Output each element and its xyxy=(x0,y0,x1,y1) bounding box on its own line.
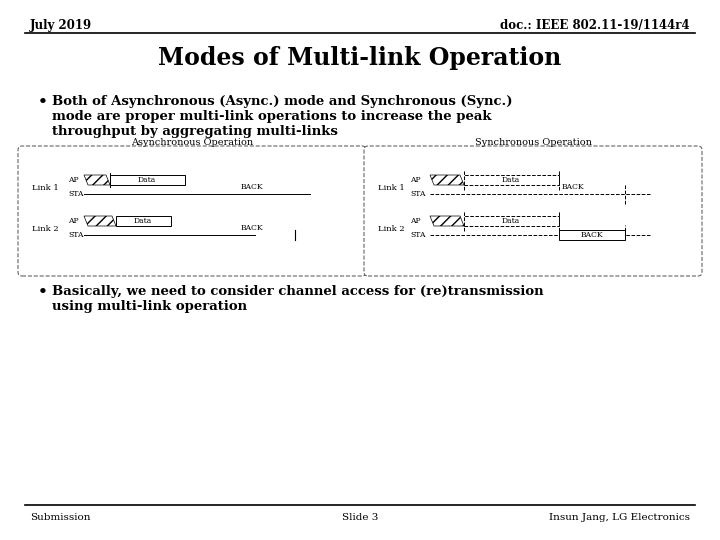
Text: Both of Asynchronous (Async.) mode and Synchronous (Sync.): Both of Asynchronous (Async.) mode and S… xyxy=(52,95,513,108)
Text: Data: Data xyxy=(502,217,520,225)
Text: throughput by aggregating multi-links: throughput by aggregating multi-links xyxy=(52,125,338,138)
Text: Synchronous Operation: Synchronous Operation xyxy=(474,138,591,147)
Text: Modes of Multi-link Operation: Modes of Multi-link Operation xyxy=(158,46,562,70)
FancyBboxPatch shape xyxy=(364,146,702,276)
Text: Data: Data xyxy=(134,217,152,225)
Bar xyxy=(464,175,559,185)
Polygon shape xyxy=(84,216,116,226)
Polygon shape xyxy=(84,175,110,185)
Text: •: • xyxy=(38,285,48,299)
Text: Basically, we need to consider channel access for (re)transmission: Basically, we need to consider channel a… xyxy=(52,285,544,298)
FancyBboxPatch shape xyxy=(18,146,366,276)
Text: Link 2: Link 2 xyxy=(378,225,405,233)
Text: Data: Data xyxy=(138,176,156,184)
Polygon shape xyxy=(430,216,464,226)
Text: STA: STA xyxy=(410,231,426,239)
Text: doc.: IEEE 802.11-19/1144r4: doc.: IEEE 802.11-19/1144r4 xyxy=(500,18,690,31)
Text: STA: STA xyxy=(68,231,84,239)
Bar xyxy=(559,230,625,240)
Text: using multi-link operation: using multi-link operation xyxy=(52,300,247,313)
Text: BACK: BACK xyxy=(241,183,264,191)
Text: STA: STA xyxy=(410,190,426,198)
Text: BACK: BACK xyxy=(581,231,603,239)
Text: Link 1: Link 1 xyxy=(378,184,405,192)
Text: July 2019: July 2019 xyxy=(30,18,92,31)
Bar xyxy=(116,216,171,226)
Text: Insun Jang, LG Electronics: Insun Jang, LG Electronics xyxy=(549,514,690,523)
Text: Link 1: Link 1 xyxy=(32,184,59,192)
Text: AP: AP xyxy=(410,217,420,225)
Text: Asynchronous Operation: Asynchronous Operation xyxy=(131,138,253,147)
Bar xyxy=(464,216,559,226)
Text: AP: AP xyxy=(68,217,78,225)
Text: STA: STA xyxy=(68,190,84,198)
Text: BACK: BACK xyxy=(241,224,264,232)
Text: Slide 3: Slide 3 xyxy=(342,514,378,523)
Text: Link 2: Link 2 xyxy=(32,225,58,233)
Polygon shape xyxy=(430,175,464,185)
Text: BACK: BACK xyxy=(562,183,585,191)
Text: mode are proper multi-link operations to increase the peak: mode are proper multi-link operations to… xyxy=(52,110,492,123)
Text: Submission: Submission xyxy=(30,514,91,523)
Text: Data: Data xyxy=(502,176,520,184)
Text: AP: AP xyxy=(68,176,78,184)
Bar xyxy=(110,175,185,185)
Text: AP: AP xyxy=(410,176,420,184)
Text: •: • xyxy=(38,95,48,109)
